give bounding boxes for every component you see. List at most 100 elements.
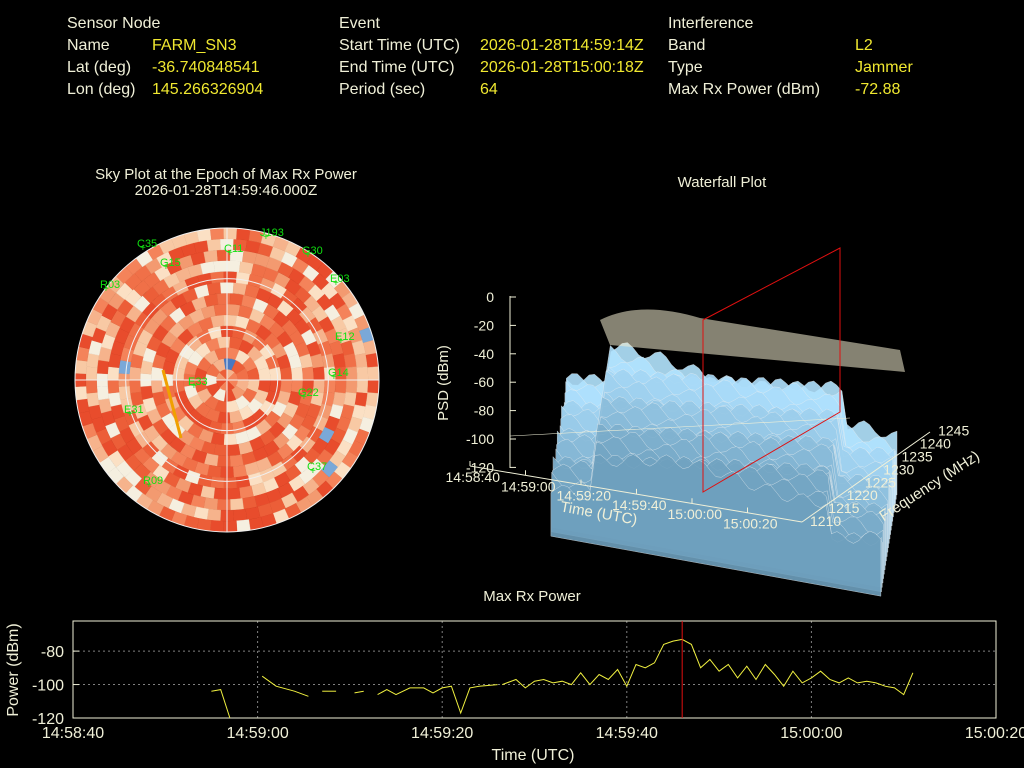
- satellite-label: G30: [302, 245, 323, 257]
- sensor-header: Sensor Node: [67, 15, 161, 32]
- event-end-label: End Time (UTC): [339, 59, 455, 76]
- power-trace-segment: [354, 690, 364, 694]
- satellite-label: +: [227, 248, 233, 259]
- satellite-label: +: [140, 243, 146, 254]
- freq-tick-label: 1240: [920, 436, 951, 452]
- waterfall-title: Waterfall Plot: [677, 174, 767, 191]
- freq-tick-label: 1235: [902, 449, 933, 465]
- y-axis-label: Power (dBm): [5, 623, 22, 716]
- satellite-label: +: [163, 262, 169, 273]
- interference-maxrx-label: Max Rx Power (dBm): [668, 81, 821, 98]
- satellite-label: +: [338, 336, 344, 347]
- time-tick-label: 15:00:20: [723, 516, 778, 532]
- time-axis: [469, 465, 803, 523]
- skyplot-title: Sky Plot at the Epoch of Max Rx Power: [95, 166, 357, 183]
- satellite-label: R03: [100, 279, 120, 291]
- z-tick-label: -40: [474, 346, 494, 362]
- x-tick-label: 14:59:40: [596, 725, 658, 742]
- z-tick-label: -60: [474, 374, 494, 390]
- satellite-label: +: [127, 409, 133, 420]
- x-tick-label: 14:59:20: [411, 725, 473, 742]
- power-trace-segment: [502, 638, 914, 696]
- satellite-label: +: [263, 232, 269, 243]
- time-tick-label: 14:58:40: [446, 469, 501, 485]
- x-tick-label: 14:59:00: [226, 725, 288, 742]
- satellite-label: E33: [188, 376, 208, 388]
- freq-tick-label: 1225: [865, 474, 896, 490]
- interference-type-label: Type: [668, 59, 703, 76]
- satellite-label: +: [191, 381, 197, 392]
- satellite-label: +: [103, 284, 109, 295]
- z-tick-label: -20: [474, 317, 494, 333]
- freq-axis: [801, 431, 931, 523]
- psd-surface-top: [600, 309, 905, 372]
- satellite-label: +: [305, 250, 311, 261]
- event-start-label: Start Time (UTC): [339, 37, 460, 54]
- satellite-label: +: [301, 392, 307, 403]
- satellite-label: G14: [328, 367, 349, 379]
- event-start-value: 2026-01-28T14:59:14Z: [480, 37, 644, 54]
- z-tick-label: -80: [474, 403, 494, 419]
- satellite-label: E12: [335, 331, 355, 343]
- x-axis-label: Time (UTC): [492, 747, 575, 764]
- satellite-label: G15: [160, 257, 181, 269]
- satellite-label: +: [331, 372, 337, 383]
- satellite-label: C11: [224, 243, 243, 255]
- event-period-label: Period (sec): [339, 81, 426, 98]
- freq-tick-label: 1245: [938, 423, 969, 439]
- sensor-lon-value: 145.266326904: [152, 81, 264, 98]
- x-tick-label: 14:58:40: [42, 725, 104, 742]
- sensor-lat-value: -36.740848541: [152, 59, 260, 76]
- x-tick-label: 15:00:20: [965, 725, 1024, 742]
- interference-maxrx-value: -72.88: [855, 81, 901, 98]
- power-title: Max Rx Power: [483, 588, 581, 605]
- freq-tick-label: 1230: [883, 461, 914, 477]
- interference-band-label: Band: [668, 37, 706, 54]
- freq-tick-label: 1215: [828, 500, 859, 516]
- y-tick-label: -100: [32, 678, 64, 695]
- z-axis-label: PSD (dBm): [435, 345, 452, 421]
- skyplot-subtitle: 2026-01-28T14:59:46.000Z: [134, 182, 318, 199]
- satellite-label: J193: [260, 227, 284, 239]
- power-trace-segment: [211, 689, 231, 719]
- event-header: Event: [339, 15, 380, 32]
- satellite-label: +: [146, 480, 152, 491]
- satellite-label: G22: [298, 387, 319, 399]
- interference-type-value: Jammer: [855, 59, 913, 76]
- z-tick-label: 0: [486, 289, 494, 305]
- time-tick-label: 14:59:40: [612, 497, 667, 513]
- freq-tick-label: 1210: [810, 513, 841, 529]
- satellite-label: C37: [307, 461, 327, 473]
- sensor-name-value: FARM_SN3: [152, 37, 237, 54]
- satellite-label: E31: [124, 404, 144, 416]
- interference-header: Interference: [668, 15, 754, 32]
- satellite-label: +: [333, 278, 339, 289]
- back-axis: [509, 417, 851, 437]
- time-tick-label: 14:59:00: [501, 478, 556, 494]
- sensor-name-label: Name: [67, 37, 110, 54]
- z-tick-label: -100: [466, 431, 494, 447]
- y-tick-label: -120: [32, 711, 64, 728]
- time-tick-label: 15:00:00: [668, 506, 723, 522]
- event-period-value: 64: [480, 81, 498, 98]
- satellite-label: R09: [143, 475, 163, 487]
- interference-band-value: L2: [855, 37, 873, 54]
- satellite-label: E03: [330, 273, 350, 285]
- power-trace-segment: [261, 675, 309, 697]
- z-tick-label: -120: [466, 459, 494, 475]
- satellite-label: C35: [137, 238, 157, 250]
- time-tick-label: 14:59:20: [557, 488, 612, 504]
- power-trace-segment: [377, 684, 498, 715]
- sensor-lon-label: Lon (deg): [67, 81, 136, 98]
- epoch-marker-plane: [702, 247, 841, 493]
- sensor-lat-label: Lat (deg): [67, 59, 132, 76]
- event-end-value: 2026-01-28T15:00:18Z: [480, 59, 644, 76]
- freq-tick-label: 1220: [847, 487, 878, 503]
- satellite-label: +: [310, 466, 316, 477]
- plot-frame: [72, 620, 997, 719]
- psd-surface-front: [550, 454, 882, 597]
- y-tick-label: -80: [41, 644, 64, 661]
- interference-direction-arrow: [161, 369, 183, 439]
- x-tick-label: 15:00:00: [780, 725, 842, 742]
